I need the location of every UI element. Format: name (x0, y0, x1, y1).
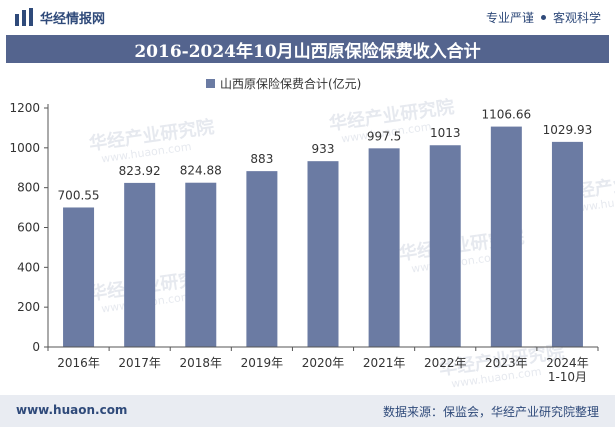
legend-label: 山西原保险保费合计(亿元) (220, 76, 361, 91)
x-tick-label: 2016年 (57, 356, 100, 370)
y-tick-label: 200 (17, 300, 40, 314)
x-tick-label: 2022年 (424, 356, 467, 370)
bar-value-label: 997.5 (367, 129, 401, 143)
watermark-layer: 华经产业研究院www.huaon.com华经产业研究院www.huaon.com… (88, 96, 615, 391)
footer-url[interactable]: www.huaon.com (16, 403, 128, 417)
x-axis: 2016年 2017年 2018年 2019年 2020年 2021年 2022年 2023年… (47, 346, 599, 384)
x-tick-label: 2017年 (118, 356, 161, 370)
x-tick-label: 2021年 (363, 356, 406, 370)
brand-logo-icon (15, 8, 33, 26)
bar-value-label: 1106.66 (482, 108, 532, 122)
bar-value-label: 883 (250, 152, 273, 166)
bar-value-label: 823.92 (119, 164, 161, 178)
bar[interactable] (124, 182, 156, 347)
tagline-left: 专业严谨 (485, 11, 534, 25)
bar[interactable] (63, 207, 95, 347)
bar-chart: 华经产业研究院www.huaon.com华经产业研究院www.huaon.com… (9, 76, 615, 391)
brand-name: 华经情报网 (40, 11, 106, 27)
x-tick-label: 2020年 (302, 356, 345, 370)
bar-value-label: 824.88 (180, 164, 222, 178)
y-tick-label: 600 (17, 221, 40, 235)
bar[interactable] (307, 161, 339, 347)
y-axis: 0 200 400 600 800 1000 1200 (9, 101, 49, 354)
bar-value-label: 700.55 (58, 188, 100, 202)
x-tick-label: 2024年 1-10月 (546, 356, 589, 384)
bar[interactable] (246, 171, 278, 347)
bar[interactable] (368, 148, 400, 347)
x-tick-label: 2018年 (180, 356, 223, 370)
tagline-dot-icon (540, 15, 546, 20)
y-tick-label: 1000 (9, 141, 40, 155)
y-tick-label: 1200 (9, 101, 40, 115)
footer-source: 数据来源：保监会，华经产业研究院整理 (382, 405, 599, 419)
bar-value-label: 1029.93 (543, 123, 593, 137)
y-tick-label: 0 (32, 340, 40, 354)
title-band: 2016-2024年10月山西原保险保费收入合计 (6, 35, 609, 63)
y-tick-label: 800 (17, 181, 40, 195)
bar-value-label: 1013 (430, 126, 461, 140)
top-bar: 华经情报网 专业严谨 客观科学 (0, 0, 615, 34)
legend-swatch (206, 79, 215, 88)
x-tick-label: 2023年 (485, 356, 528, 370)
footer: www.huaon.com 数据来源：保监会，华经产业研究院整理 (0, 395, 615, 427)
bar[interactable] (429, 145, 461, 347)
x-tick-label: 2019年 (241, 356, 284, 370)
chart-title: 2016-2024年10月山西原保险保费收入合计 (134, 41, 481, 62)
brand[interactable]: 华经情报网 (14, 8, 106, 27)
y-tick-label: 400 (17, 260, 40, 274)
bar[interactable] (185, 182, 217, 347)
bar[interactable] (490, 126, 522, 348)
legend: 山西原保险保费合计(亿元) (206, 76, 361, 91)
bars: 700.55 823.92 824.88 883 933 997.5 1013 1106.66… (58, 108, 593, 348)
bar[interactable] (551, 141, 583, 347)
bar-value-label: 933 (312, 142, 335, 156)
tagline: 专业严谨 客观科学 (486, 9, 601, 26)
tagline-right: 客观科学 (552, 11, 601, 25)
